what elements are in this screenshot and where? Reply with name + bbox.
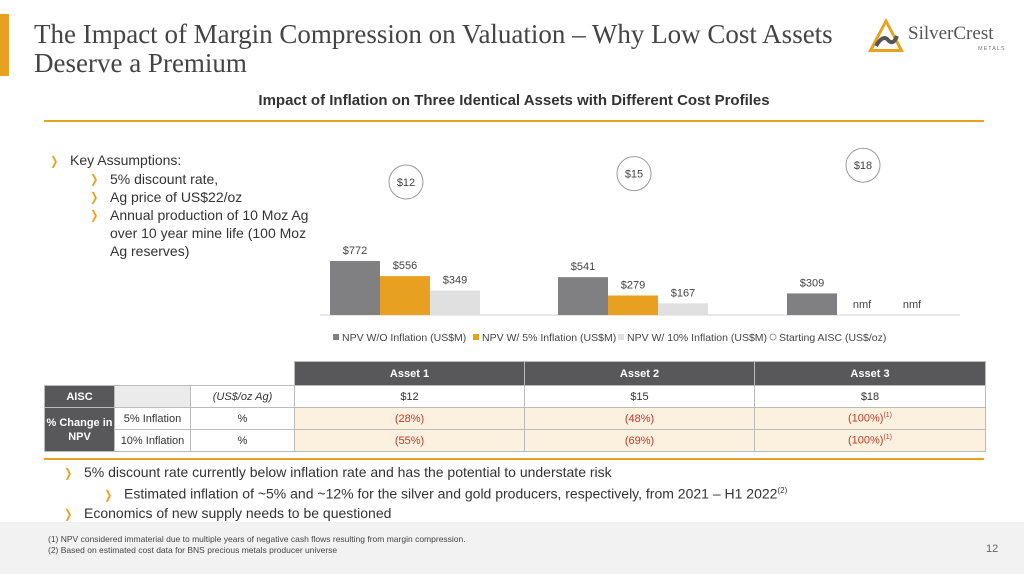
bullet-icon: ❯ — [90, 208, 99, 222]
data-label: $167 — [671, 287, 695, 299]
data-label: $772 — [343, 245, 367, 257]
row-label: 5% Inflation — [114, 407, 191, 430]
table-row-10pct: 10% Inflation % (55%) (69%) (100%)(1) — [45, 429, 986, 452]
bullet-icon: ❯ — [90, 190, 99, 204]
company-logo: SilverCrest METALS — [866, 14, 1016, 64]
data-label: $556 — [393, 260, 417, 272]
bullet-text: Estimated inflation of ~5% and ~12% for … — [124, 485, 778, 502]
table-cell: (100%)(1) — [754, 407, 986, 430]
bullet-icon: ❯ — [50, 154, 59, 168]
bullet-icon: ❯ — [104, 487, 113, 502]
bottom-bullets: ❯ 5% discount rate currently below inflat… — [62, 463, 787, 523]
table-cell: (69%) — [524, 429, 755, 452]
page-number: 12 — [986, 543, 999, 555]
table-cell: $15 — [524, 385, 755, 408]
table-cell: (28%) — [294, 407, 525, 430]
table-header-cell: Asset 3 — [754, 361, 986, 386]
change-npv-label: % Change in NPV — [44, 407, 115, 452]
data-label: $279 — [621, 279, 645, 291]
bullet-text: 5% discount rate currently below inflati… — [84, 464, 612, 480]
bullet-icon: ❯ — [64, 506, 73, 521]
data-label: nmf — [903, 299, 922, 311]
logo-mark-icon — [868, 18, 904, 52]
table-cell: (100%)(1) — [754, 429, 986, 452]
table-header-row: Asset 1 Asset 2 Asset 3 — [45, 361, 986, 386]
legend-swatch — [618, 334, 624, 340]
legend-label: NPV W/ 10% Inflation (US$M) — [627, 332, 767, 344]
footnotes: (1) NPV considered immaterial due to mul… — [48, 534, 466, 556]
footnote-ref: (1) — [883, 412, 893, 420]
bullet-icon: ❯ — [90, 172, 99, 186]
subtitle-divider — [44, 120, 984, 122]
footnote-ref: (1) — [883, 434, 893, 442]
accent-bar — [0, 14, 9, 76]
footnote-ref: (2) — [777, 486, 788, 495]
aisc-label: AISC — [44, 385, 115, 408]
aisc-marker — [388, 164, 424, 200]
footer-band — [0, 522, 1024, 574]
bar — [430, 290, 480, 315]
bar — [608, 295, 658, 315]
data-label: $309 — [800, 277, 824, 289]
bottom-divider — [44, 458, 984, 460]
legend-label: NPV W/ 5% Inflation (US$M) — [482, 332, 616, 344]
bullet-icon: ❯ — [64, 466, 73, 480]
bar — [330, 261, 380, 315]
table-header-cell: Asset 1 — [294, 361, 525, 386]
assumption-item: 5% discount rate, — [110, 171, 219, 187]
aisc-marker — [845, 147, 881, 183]
key-assumptions: ❯ Key Assumptions: ❯ 5% discount rate, ❯ Ag… — [48, 151, 310, 260]
page-title: The Impact of Margin Compression on Valu… — [34, 19, 833, 78]
aisc-label: $18 — [854, 160, 872, 172]
bar — [558, 277, 608, 315]
chart-subtitle: Impact of Inflation on Three Identical A… — [258, 92, 770, 109]
npv-bar-chart: $772 $556 $349 $12 $541 $279 $167 $15 $309 nmf nmf… — [320, 147, 960, 344]
legend-swatch — [473, 334, 479, 340]
table-cell: $18 — [754, 385, 986, 408]
table-row-aisc: AISC (US$/oz Ag) $12 $15 $18 — [44, 385, 986, 408]
legend-label: NPV W/O Inflation (US$M) — [342, 332, 466, 344]
bar — [787, 293, 837, 315]
assumption-item: Annual production of 10 Moz Ag over 10 y… — [110, 207, 309, 259]
legend-swatch — [333, 334, 339, 340]
aisc-label: $15 — [625, 169, 643, 181]
footnote: (1) NPV considered immaterial due to mul… — [48, 534, 466, 544]
row-label: 10% Inflation — [114, 429, 191, 452]
table-cell: (48%) — [524, 407, 755, 430]
data-label: $541 — [571, 261, 595, 273]
data-label: nmf — [853, 299, 872, 311]
row-unit: % — [190, 429, 295, 452]
table-row-5pct: % Change in NPV 5% Inflation % (28%) (48… — [44, 407, 986, 452]
table-cell: $12 — [294, 385, 525, 408]
table-cell: (55%) — [294, 429, 525, 452]
assumptions-heading: Key Assumptions: — [70, 152, 182, 168]
aisc-unit: (US$/oz Ag) — [190, 385, 295, 408]
aisc-npv-table: Asset 1 Asset 2 Asset 3 AISC (US$/oz Ag)… — [44, 361, 986, 452]
bar — [380, 276, 430, 315]
legend-swatch — [769, 333, 777, 341]
footnote: (2) Based on estimated cost data for BNS… — [48, 545, 338, 555]
logo-text: SilverCrest — [908, 23, 994, 44]
aisc-marker — [616, 156, 652, 192]
bar — [658, 303, 708, 315]
assumption-item: Ag price of US$22/oz — [110, 189, 243, 205]
bullet-text: Economics of new supply needs to be ques… — [84, 504, 392, 521]
legend-label: Starting AISC (US$/oz) — [779, 332, 886, 344]
data-label: $349 — [443, 275, 467, 287]
row-unit: % — [190, 407, 295, 430]
logo-subtext: METALS — [978, 46, 1006, 52]
aisc-label: $12 — [397, 177, 415, 189]
table-header-cell: Asset 2 — [524, 361, 755, 386]
